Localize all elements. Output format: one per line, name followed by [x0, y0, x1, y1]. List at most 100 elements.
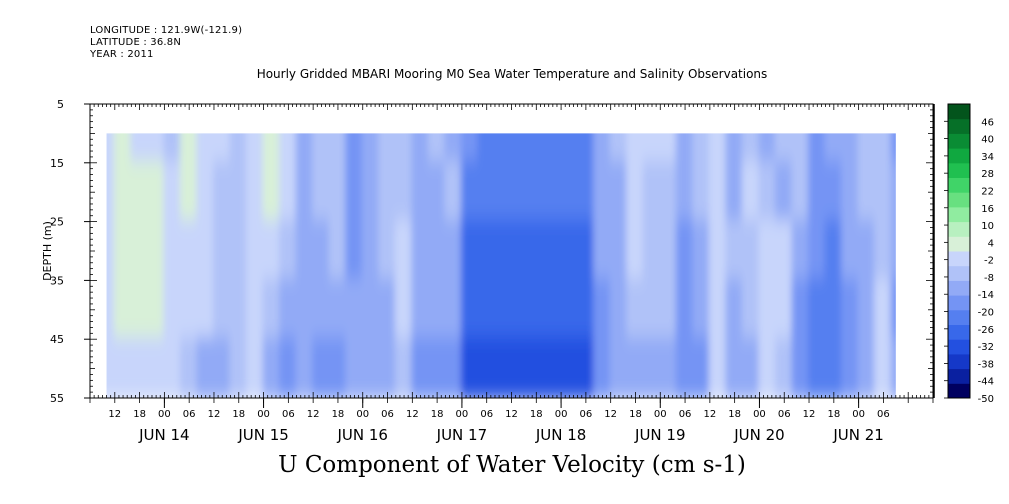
colorbar-swatch [948, 383, 970, 399]
colorbar-label: -26 [978, 325, 994, 336]
heatmap-cell [874, 337, 893, 398]
heatmap-cell [279, 278, 298, 342]
heatmap-cell [890, 278, 896, 342]
heatmap-cell [576, 219, 596, 283]
colorbar-label: -50 [978, 394, 994, 405]
heatmap-cell [626, 160, 645, 224]
colorbar-swatch [948, 118, 970, 134]
heatmap-cell [560, 219, 579, 283]
heatmap-cell [212, 219, 232, 283]
colorbar-label: -32 [978, 342, 994, 353]
heatmap-cell [212, 278, 232, 342]
heatmap-cell [279, 133, 298, 165]
heatmap-cell [312, 133, 331, 165]
heatmap-cell [841, 278, 860, 342]
x-tick-label: 00 [654, 409, 667, 420]
heatmap-cell [675, 133, 695, 165]
heatmap-cell [179, 160, 199, 224]
x-tick-label: 00 [356, 409, 369, 420]
heatmap-cell [510, 219, 530, 283]
heatmap-cell [262, 133, 282, 165]
heatmap-cell [427, 278, 447, 342]
heatmap-cell [295, 160, 315, 224]
colorbar-label: -8 [984, 273, 994, 284]
heatmap-cell [345, 160, 364, 224]
x-tick-label: 12 [803, 409, 816, 420]
heatmap-cell [874, 133, 893, 165]
heatmap-cell [295, 278, 315, 342]
heatmap-cell [857, 160, 877, 224]
heatmap-cell [874, 160, 893, 224]
plot-axes: 12 18 00 06 12 18 00 06 12 18 00 06 12 18 00 06 12 18 00 06… [41, 98, 935, 444]
heatmap-cell [444, 278, 463, 342]
heatmap-cell [411, 219, 430, 283]
heatmap-cell [312, 278, 331, 342]
x-day-label: JUN 20 [733, 426, 784, 444]
heatmap-cell [593, 160, 612, 224]
heatmap-cell [444, 133, 463, 165]
heatmap-cell [692, 133, 711, 165]
heatmap-cell [626, 133, 645, 165]
heatmap-cell [675, 160, 695, 224]
heatmap-cell [890, 337, 896, 398]
heatmap-cell [229, 278, 249, 342]
heatmap-cell [196, 278, 215, 342]
heatmap-cell [361, 219, 381, 283]
heatmap-cell [692, 219, 711, 283]
heatmap-cell [345, 278, 364, 342]
heatmap-cell [477, 160, 496, 224]
heatmap-cell [394, 337, 414, 398]
heatmap-cell [708, 219, 728, 283]
heatmap-cell [246, 219, 265, 283]
heatmap-cell [411, 278, 430, 342]
x-day-label: JUN 15 [237, 426, 288, 444]
heatmap-cell [659, 278, 678, 342]
x-tick-label: 06 [877, 409, 890, 420]
heatmap-cell [394, 219, 414, 283]
x-tick-label: 06 [282, 409, 295, 420]
heatmap-cell [857, 219, 877, 283]
heatmap-cell [527, 278, 546, 342]
heatmap-cell [106, 278, 116, 342]
heatmap-cell [378, 337, 397, 398]
longitude-label: LONGITUDE : 121.9W(-121.9) [90, 25, 243, 36]
heatmap-cell [146, 278, 166, 342]
x-tick-label: 18 [827, 409, 840, 420]
colorbar-swatch [948, 251, 970, 267]
y-axis-title: DEPTH (m) [41, 221, 54, 281]
heatmap-cell [477, 219, 496, 283]
colorbar-label: -2 [984, 256, 994, 267]
y-tick-label: 55 [50, 392, 64, 405]
heatmap-cell [229, 337, 249, 398]
colorbar-swatch [948, 192, 970, 208]
heatmap-cell [808, 278, 827, 342]
heatmap-cell [493, 160, 513, 224]
heatmap-cell [593, 133, 612, 165]
colorbar-swatch [948, 133, 970, 149]
heatmap-cell [106, 219, 116, 283]
heatmap-cell [510, 278, 530, 342]
heatmap-cell [328, 133, 348, 165]
colorbar-label: 34 [981, 152, 994, 163]
heatmap-cell [163, 278, 182, 342]
heatmap-cell [527, 337, 546, 398]
heatmap-cell [493, 133, 513, 165]
heatmap-cell [106, 337, 116, 398]
heatmap-cell [262, 337, 282, 398]
heatmap-cell [328, 160, 348, 224]
heatmap-cell [824, 278, 844, 342]
heatmap-cell [378, 219, 397, 283]
heatmap-cell [841, 160, 860, 224]
heatmap-cell [774, 278, 794, 342]
heatmap-cell [890, 133, 896, 165]
heatmap-cell [345, 337, 364, 398]
heatmap-cell [824, 160, 844, 224]
heatmap-cell [576, 160, 596, 224]
colorbar-label: 16 [981, 204, 994, 215]
heatmap-cell [609, 337, 629, 398]
heatmap-cell [361, 160, 381, 224]
heatmap-cell [229, 219, 249, 283]
x-day-label: JUN 18 [535, 426, 586, 444]
heatmap-cell [312, 337, 331, 398]
heatmap-cell [328, 219, 348, 283]
